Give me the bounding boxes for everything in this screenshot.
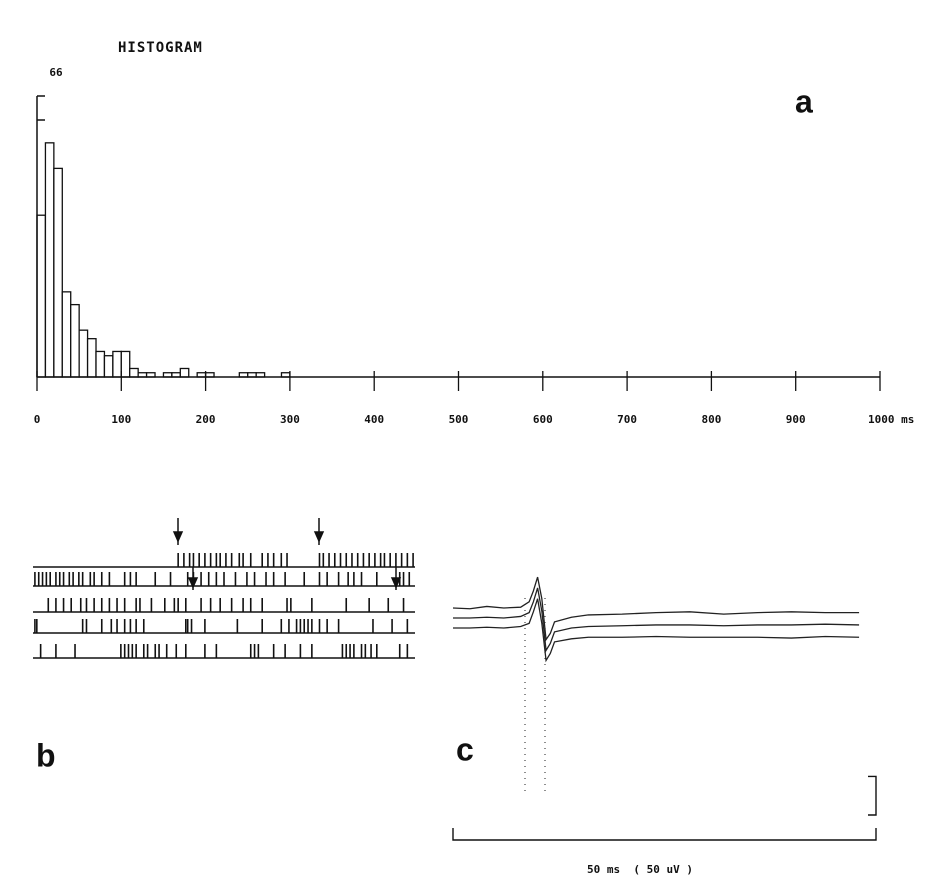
panel-label: c <box>456 731 474 767</box>
x-tick-label: 200 <box>196 413 216 426</box>
x-tick-label: 600 <box>533 413 553 426</box>
bar <box>179 367 190 378</box>
panel-label: a <box>795 83 813 119</box>
x-tick-label: 100 <box>111 413 131 426</box>
y-tick-label: 66 <box>49 66 63 79</box>
bar <box>44 142 55 378</box>
x-tick-label: 900 <box>786 413 806 426</box>
arrow-head <box>172 531 184 543</box>
bar <box>86 338 97 378</box>
guide-lines <box>524 598 546 792</box>
bar <box>36 214 47 378</box>
trace <box>452 576 860 642</box>
x-tick-label: 1000 ms <box>868 413 914 426</box>
bar <box>129 367 139 378</box>
panel-label: b <box>36 737 56 773</box>
scale-bar-y <box>868 775 877 816</box>
bar <box>112 350 122 378</box>
trace <box>453 587 860 653</box>
trace <box>453 598 860 663</box>
chart-title: HISTOGRAM <box>118 40 203 56</box>
bar <box>103 355 114 378</box>
x-tick-label: 700 <box>617 413 637 426</box>
arrow-head <box>313 531 325 543</box>
x-tick-label: 500 <box>449 413 469 426</box>
bar <box>53 167 63 378</box>
bar <box>70 303 80 378</box>
scale-label: 50 ms ( 50 uV ) <box>587 863 693 876</box>
x-tick-label: 400 <box>364 413 384 426</box>
x-tick-label: 300 <box>280 413 300 426</box>
arrow-head <box>390 577 402 589</box>
x-tick-label: 800 <box>701 413 721 426</box>
bar <box>78 329 89 378</box>
scale-bar-x <box>452 828 877 841</box>
bar <box>120 350 131 378</box>
bar <box>95 350 106 378</box>
x-tick-label: 0 <box>34 413 41 426</box>
bar <box>61 291 72 378</box>
